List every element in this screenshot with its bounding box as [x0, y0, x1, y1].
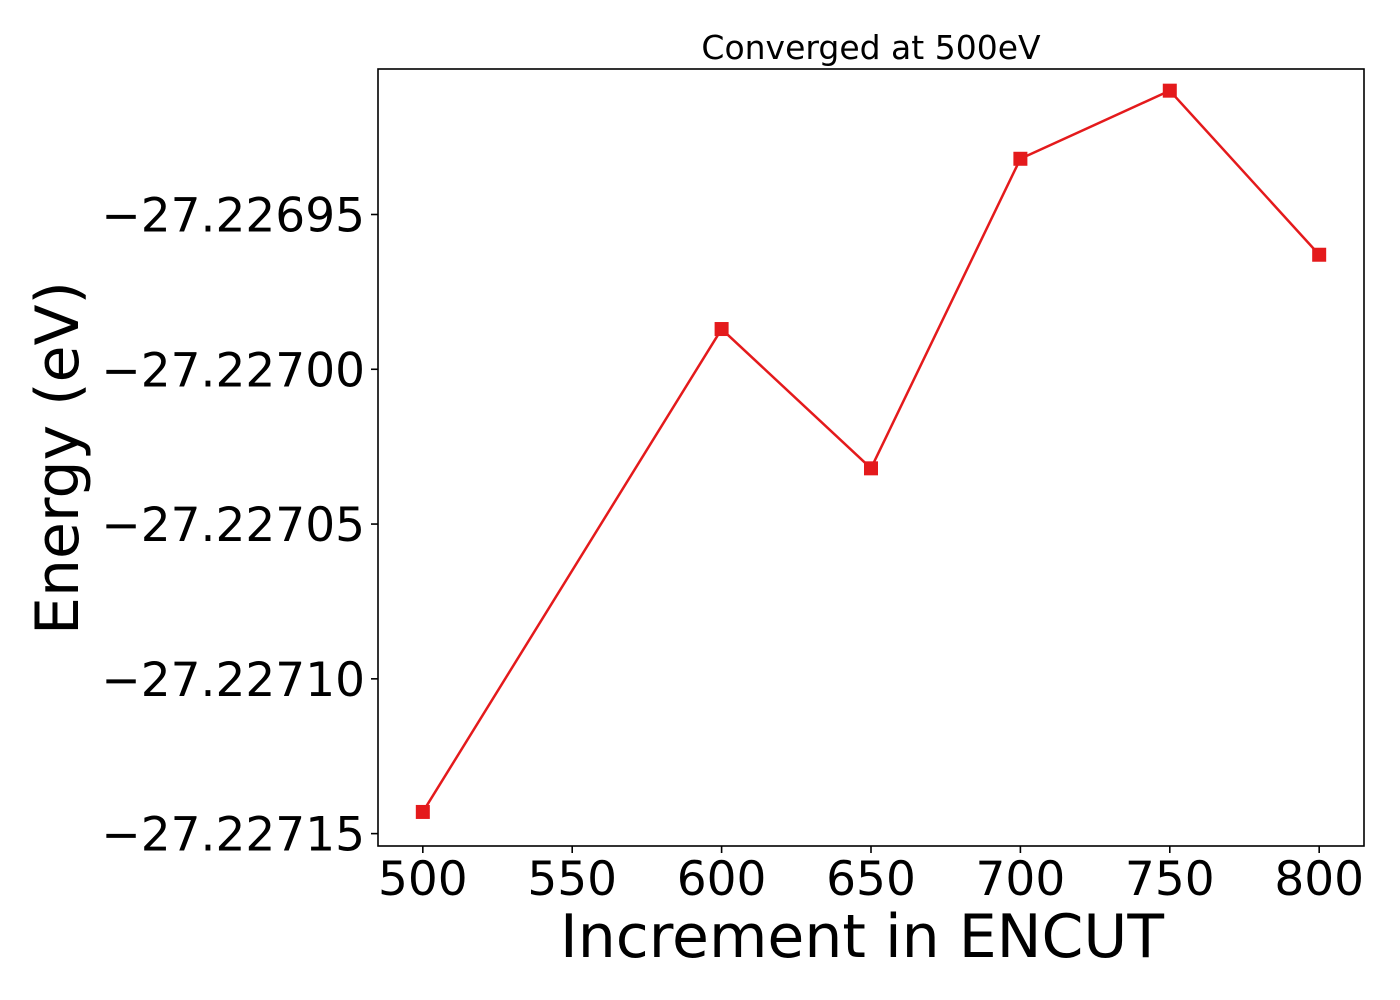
- data-point: [714, 322, 729, 337]
- data-point: [415, 804, 430, 819]
- x-tick-label: 650: [826, 852, 916, 907]
- y-tick-label: −27.22710: [101, 653, 365, 708]
- x-axis-ticks: 500 550 600 650 700 750 800: [378, 846, 1364, 907]
- y-tick-label: −27.22695: [101, 188, 365, 243]
- series-layer: [415, 83, 1327, 819]
- data-point: [1312, 247, 1327, 262]
- y-tick-label: −27.22705: [101, 498, 365, 553]
- x-tick-label: 500: [378, 852, 468, 907]
- x-tick-label: 550: [527, 852, 617, 907]
- data-point: [1013, 151, 1028, 166]
- y-axis-ticks: −27.22715 −27.22710 −27.22705 −27.22700 −27.…: [101, 188, 378, 863]
- x-tick-label: 600: [677, 852, 767, 907]
- y-tick-label: −27.22700: [101, 343, 365, 398]
- x-tick-label: 750: [1125, 852, 1215, 907]
- y-axis-label: Energy (eV): [23, 281, 93, 635]
- chart-title: Converged at 500eV: [701, 28, 1041, 67]
- data-point: [864, 461, 878, 476]
- x-tick-label: 700: [976, 852, 1066, 907]
- data-point: [1162, 83, 1177, 98]
- series-line: [421, 89, 1321, 813]
- plot-area-frame: [377, 68, 1365, 847]
- y-tick-label: −27.22715: [101, 808, 365, 863]
- x-axis-label: Increment in ENCUT: [560, 902, 1164, 972]
- x-tick-label: 800: [1274, 852, 1364, 907]
